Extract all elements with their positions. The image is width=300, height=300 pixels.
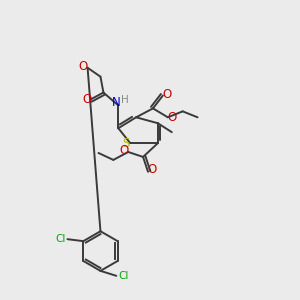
Text: O: O [82,93,91,106]
Text: H: H [122,95,129,106]
Text: O: O [147,163,157,176]
Text: O: O [162,88,172,101]
Text: S: S [122,136,130,150]
Text: O: O [120,143,129,157]
Text: N: N [112,96,121,109]
Text: O: O [78,60,87,73]
Text: O: O [167,111,176,124]
Text: Cl: Cl [55,234,66,244]
Text: Cl: Cl [118,271,128,281]
